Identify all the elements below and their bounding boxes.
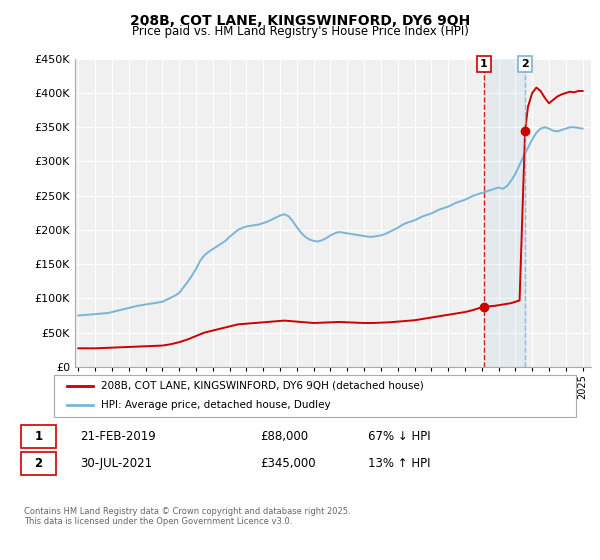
Text: Price paid vs. HM Land Registry's House Price Index (HPI): Price paid vs. HM Land Registry's House … bbox=[131, 25, 469, 38]
Text: 30-JUL-2021: 30-JUL-2021 bbox=[80, 457, 152, 470]
FancyBboxPatch shape bbox=[21, 452, 56, 475]
Text: 1: 1 bbox=[34, 430, 43, 443]
Bar bbox=[484, 59, 525, 367]
Text: 2: 2 bbox=[521, 59, 529, 69]
Text: Contains HM Land Registry data © Crown copyright and database right 2025.
This d: Contains HM Land Registry data © Crown c… bbox=[24, 507, 350, 526]
Text: £345,000: £345,000 bbox=[260, 457, 316, 470]
Text: 2: 2 bbox=[34, 457, 43, 470]
Text: HPI: Average price, detached house, Dudley: HPI: Average price, detached house, Dudl… bbox=[101, 400, 331, 410]
Text: 13% ↑ HPI: 13% ↑ HPI bbox=[368, 457, 430, 470]
Text: £88,000: £88,000 bbox=[260, 430, 308, 443]
Text: 1: 1 bbox=[480, 59, 488, 69]
FancyBboxPatch shape bbox=[54, 375, 576, 417]
Text: 21-FEB-2019: 21-FEB-2019 bbox=[80, 430, 156, 443]
Text: 67% ↓ HPI: 67% ↓ HPI bbox=[368, 430, 430, 443]
Text: 208B, COT LANE, KINGSWINFORD, DY6 9QH (detached house): 208B, COT LANE, KINGSWINFORD, DY6 9QH (d… bbox=[101, 381, 424, 391]
Text: 208B, COT LANE, KINGSWINFORD, DY6 9QH: 208B, COT LANE, KINGSWINFORD, DY6 9QH bbox=[130, 14, 470, 28]
FancyBboxPatch shape bbox=[21, 425, 56, 447]
